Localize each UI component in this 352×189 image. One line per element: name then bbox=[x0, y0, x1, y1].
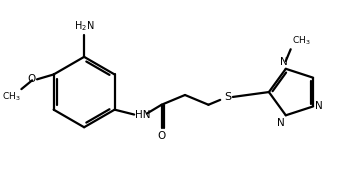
Text: H$_2$N: H$_2$N bbox=[74, 20, 94, 33]
Text: CH$_3$: CH$_3$ bbox=[292, 35, 310, 47]
Text: CH$_3$: CH$_3$ bbox=[2, 90, 20, 103]
Text: N: N bbox=[315, 101, 323, 112]
Text: HN: HN bbox=[135, 110, 151, 119]
Text: O: O bbox=[28, 74, 36, 84]
Text: N: N bbox=[277, 118, 285, 128]
Text: S: S bbox=[225, 92, 232, 102]
Text: N: N bbox=[280, 57, 288, 67]
Text: O: O bbox=[157, 131, 166, 141]
